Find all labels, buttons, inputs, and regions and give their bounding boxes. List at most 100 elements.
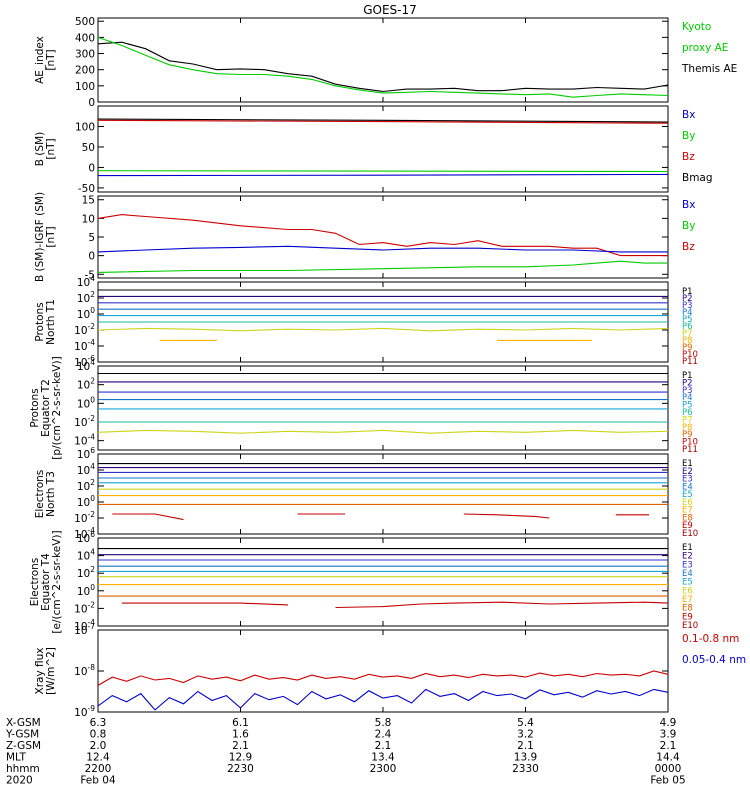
ephemeris-value: 14.4 [656, 752, 680, 764]
y-tick-label: 102 [77, 290, 95, 305]
series-line [97, 327, 669, 332]
y-axis-label: ProtonsNorth T1 [34, 299, 57, 345]
series-line [97, 119, 669, 124]
series-line [97, 260, 668, 273]
legend-entry: E5 [682, 490, 693, 500]
y-tick-label: 0 [88, 97, 95, 109]
panel-frame [97, 17, 669, 103]
y-tick-label: 50 [82, 142, 95, 154]
legend-entry: By [682, 220, 695, 232]
legend-entry: E8 [682, 513, 693, 523]
ephemeris-footer: X-GSM 6.3 6.1 5.8 5.4 4.9 Y-GSM 0.8 1.6 2.4 3.2 3.9… [5, 717, 686, 787]
ephemeris-value: 3.9 [660, 729, 677, 741]
y-tick-label: -50 [78, 183, 95, 195]
ephemeris-label: hhmm [6, 763, 40, 775]
legend-entry: E9 [682, 521, 693, 531]
series-line [97, 170, 669, 173]
y-tick-label: 100 [77, 494, 95, 509]
legend-entry: P2 [682, 378, 693, 388]
series-line [97, 214, 668, 257]
legend-entry: Kyoto [682, 21, 711, 33]
y-tick-label: 102 [77, 377, 95, 392]
legend-entry: E4 [682, 569, 693, 579]
y-axis-label: ElectronsNorth T3 [34, 470, 57, 519]
legend-entry: P3 [682, 301, 693, 311]
y-axis-label-line: Equator T4 [40, 553, 52, 611]
y-axis-label: AE_index[nT] [34, 36, 57, 84]
ephemeris-value: 2230 [227, 763, 254, 775]
legend-entry: P9 [682, 430, 693, 440]
legend-entry: P4 [682, 393, 693, 403]
y-tick-label: 0 [88, 162, 95, 174]
panel-ee: 106 104 102 100 10-2 10-4 ElectronsEquator T4[… [29, 530, 698, 634]
y-tick-label: 500 [75, 16, 95, 28]
panel-xray: 10-7 10-8 10-9 Xray flux[W/m^2] 0.1-0.8 nm 0.… [34, 622, 746, 719]
legend-entry: E4 [682, 482, 693, 492]
legend-entry: P8 [682, 336, 693, 346]
y-axis-label: ProtonsEquator T2[p/(cm^2-s-sr-keV)] [29, 356, 63, 459]
y-tick-label: 106 [77, 446, 95, 461]
y-tick-label: 104 [77, 274, 95, 289]
ephemeris-value: 2.1 [517, 740, 534, 752]
y-axis-label-line: [nT] [45, 138, 57, 159]
y-tick-label: 100 [75, 121, 95, 133]
y-axis-label: B (SM)[nT] [34, 132, 57, 166]
legend-entry: P11 [682, 357, 698, 367]
legend-entry: P10 [682, 350, 698, 360]
y-tick-label: 200 [75, 65, 95, 77]
ephemeris-value: 0.8 [90, 729, 107, 741]
y-axis-label-line: [nT] [45, 226, 57, 247]
y-tick-label: 100 [77, 395, 95, 410]
legend-entry: P7 [682, 415, 693, 425]
y-tick-label: 10-4 [74, 338, 95, 353]
legend-entry: E3 [682, 475, 693, 485]
legend-entry: P1 [682, 287, 693, 297]
legend-entry: E9 [682, 612, 693, 622]
y-tick-label: 102 [77, 565, 95, 580]
series-line [121, 602, 289, 606]
legend-entry: P2 [682, 294, 693, 304]
panel-frame [97, 195, 669, 279]
y-tick-label: 104 [77, 462, 95, 477]
series-line [97, 245, 668, 253]
legend-entry: P9 [682, 343, 693, 353]
ephemeris-label: Z-GSM [6, 740, 41, 752]
ephemeris-value: 6.1 [232, 717, 249, 729]
ephemeris-value: 1.6 [232, 729, 249, 741]
y-tick-label: 15 [82, 195, 95, 207]
legend-entry: 0.1-0.8 nm [682, 633, 739, 645]
y-axis-label-line: North T3 [45, 471, 57, 517]
legend-entry: E1 [682, 543, 693, 553]
y-tick-label: 400 [75, 32, 95, 44]
series-line [97, 36, 669, 98]
ephemeris-label: X-GSM [6, 717, 41, 729]
series-line [335, 601, 669, 609]
legend-entry: E3 [682, 560, 693, 570]
y-tick-label: 102 [77, 478, 95, 493]
y-tick-label: 10 [82, 213, 95, 225]
panel-ae: 0 100 200 300 400 500 AE_index[nT] Kyoto proxy A… [34, 16, 737, 109]
series-line [97, 670, 669, 686]
y-tick-label: 100 [77, 583, 95, 598]
series-line [97, 41, 669, 93]
y-tick-label: 10-4 [74, 618, 95, 633]
y-axis-label-line: B (SM) [34, 132, 46, 166]
y-axis-label-line: Protons [34, 302, 46, 341]
legend-entry: P1 [682, 371, 693, 381]
ephemeris-value: Feb 04 [80, 775, 116, 787]
y-axis-label: ElectronsEquator T4[e/(cm^2-s-sr-keV)] [29, 530, 63, 633]
legend-entry: E2 [682, 552, 693, 562]
ephemeris-value: 12.4 [86, 752, 110, 764]
y-axis-label-line: [W/m^2] [45, 647, 57, 695]
legend-entry: P5 [682, 401, 693, 411]
y-axis-label-line: Xray flux [34, 648, 46, 695]
y-axis-label-line: [p/(cm^2-s-sr-keV)] [51, 356, 63, 459]
panel-frame [97, 105, 669, 193]
ephemeris-value: 2.1 [660, 740, 677, 752]
legend-entry: P8 [682, 423, 693, 433]
legend-entry: Bx [682, 109, 695, 121]
series-line [97, 429, 669, 434]
ephemeris-value: 13.4 [371, 752, 395, 764]
y-axis-label-line: Protons [29, 388, 41, 427]
